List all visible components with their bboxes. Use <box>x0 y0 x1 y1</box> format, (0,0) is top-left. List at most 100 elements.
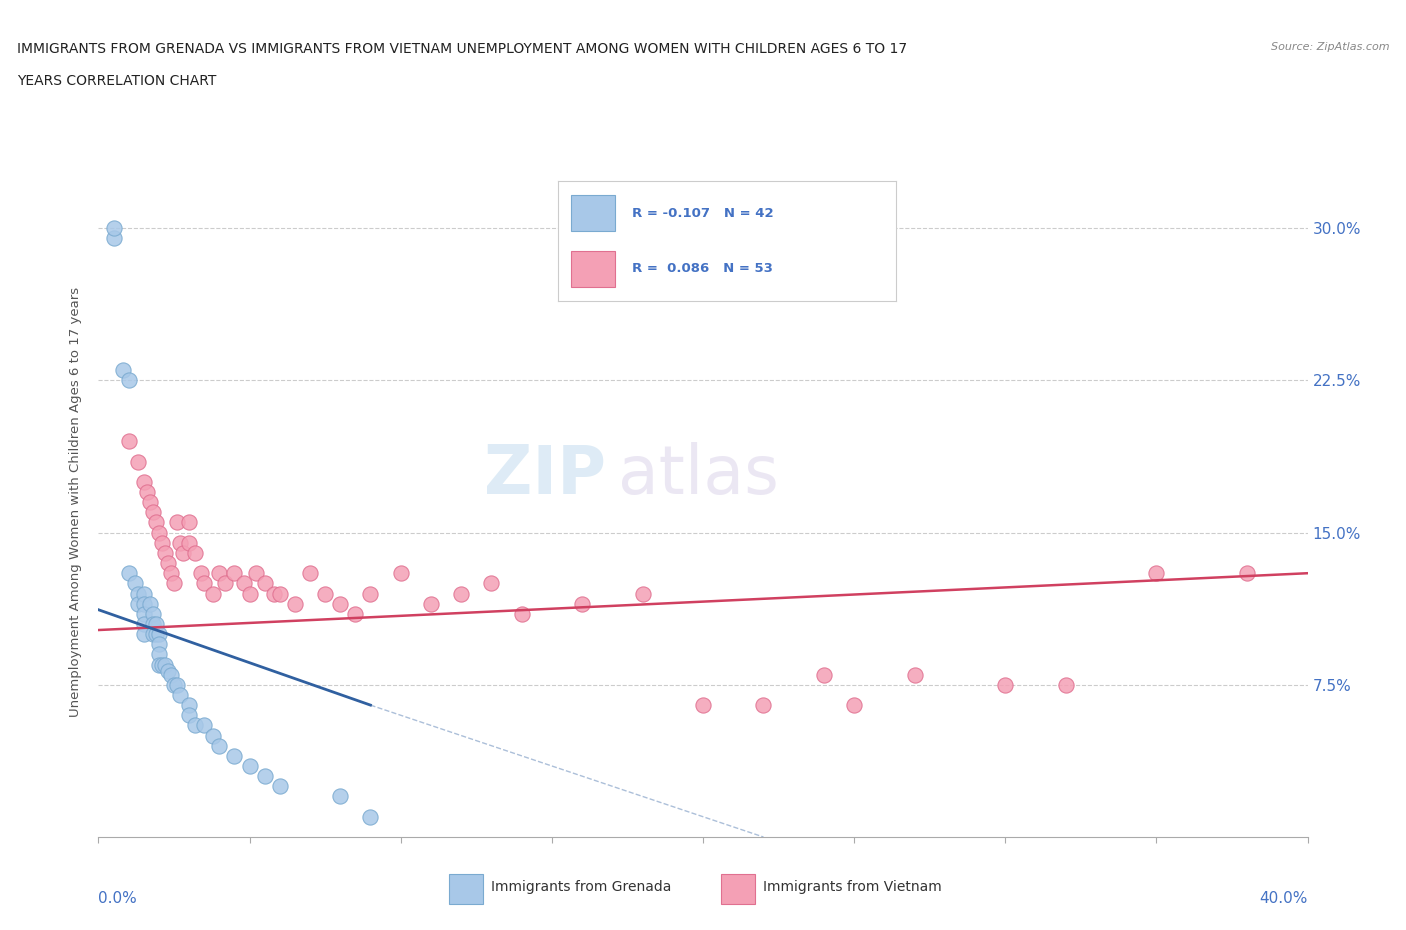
Point <box>148 658 170 672</box>
Text: Immigrants from Vietnam: Immigrants from Vietnam <box>763 880 942 895</box>
Point <box>190 565 212 580</box>
Point <box>103 220 125 235</box>
Point <box>481 576 503 591</box>
Text: Immigrants from Grenada: Immigrants from Grenada <box>492 880 672 895</box>
Point <box>420 596 443 611</box>
Point <box>118 373 141 388</box>
Point <box>904 667 927 682</box>
Point <box>284 596 307 611</box>
Point <box>145 627 167 642</box>
Point <box>179 515 201 530</box>
Point <box>148 637 170 652</box>
Point <box>148 627 170 642</box>
Point <box>132 617 155 631</box>
Point <box>127 586 149 601</box>
Point <box>132 586 155 601</box>
Point <box>329 596 352 611</box>
Point <box>360 809 382 824</box>
Point <box>1144 565 1167 580</box>
Point <box>389 565 412 580</box>
Point <box>813 667 835 682</box>
Point <box>752 698 775 712</box>
Point <box>124 576 146 591</box>
Point <box>111 363 134 378</box>
Point <box>994 677 1017 692</box>
Point <box>156 663 179 678</box>
Point <box>142 606 165 621</box>
Point <box>139 596 162 611</box>
Point <box>166 515 188 530</box>
Point <box>245 565 267 580</box>
Point <box>299 565 322 580</box>
Point <box>145 515 167 530</box>
Point <box>239 586 262 601</box>
Point <box>156 555 179 570</box>
Point <box>344 606 367 621</box>
Text: Source: ZipAtlas.com: Source: ZipAtlas.com <box>1271 42 1389 52</box>
Point <box>193 576 215 591</box>
Point <box>269 778 291 793</box>
Point <box>179 536 201 551</box>
Text: 40.0%: 40.0% <box>1260 891 1308 906</box>
Point <box>269 586 291 601</box>
Point <box>172 546 194 561</box>
Point <box>132 606 155 621</box>
Point <box>163 677 186 692</box>
Point <box>179 698 201 712</box>
Point <box>224 749 246 764</box>
Point <box>202 728 225 743</box>
Point <box>127 454 149 469</box>
Point <box>127 596 149 611</box>
Point <box>132 596 155 611</box>
Text: atlas: atlas <box>619 443 779 509</box>
Text: ZIP: ZIP <box>484 443 606 509</box>
Point <box>224 565 246 580</box>
Point <box>1054 677 1077 692</box>
Point <box>118 565 141 580</box>
Point <box>193 718 215 733</box>
Point <box>692 698 714 712</box>
Point <box>571 596 593 611</box>
Point <box>103 231 125 246</box>
Point <box>202 586 225 601</box>
Point <box>148 647 170 662</box>
Point <box>148 525 170 540</box>
Point <box>145 617 167 631</box>
Point <box>132 627 155 642</box>
Point <box>163 576 186 591</box>
Point <box>150 536 173 551</box>
Point <box>450 586 472 601</box>
Point <box>214 576 236 591</box>
Point <box>510 606 533 621</box>
Point <box>139 495 162 510</box>
Point <box>142 617 165 631</box>
Point <box>329 789 352 804</box>
Point <box>153 546 176 561</box>
Point <box>160 667 183 682</box>
Point <box>169 536 191 551</box>
Point <box>150 658 173 672</box>
Text: YEARS CORRELATION CHART: YEARS CORRELATION CHART <box>17 74 217 88</box>
Point <box>232 576 254 591</box>
Point <box>184 718 207 733</box>
Text: 0.0%: 0.0% <box>98 891 138 906</box>
Point <box>1236 565 1258 580</box>
Point <box>166 677 188 692</box>
FancyBboxPatch shape <box>449 874 482 904</box>
Point <box>169 687 191 702</box>
Point <box>132 474 155 489</box>
Point <box>142 505 165 520</box>
Point <box>844 698 866 712</box>
Point <box>208 565 231 580</box>
Point <box>253 576 276 591</box>
Point <box>239 759 262 774</box>
Point <box>153 658 176 672</box>
Point <box>135 485 157 499</box>
Point <box>160 565 183 580</box>
Point <box>184 546 207 561</box>
Point <box>253 769 276 784</box>
Point <box>263 586 285 601</box>
Point <box>631 586 654 601</box>
Point <box>142 627 165 642</box>
Y-axis label: Unemployment Among Women with Children Ages 6 to 17 years: Unemployment Among Women with Children A… <box>69 287 83 717</box>
